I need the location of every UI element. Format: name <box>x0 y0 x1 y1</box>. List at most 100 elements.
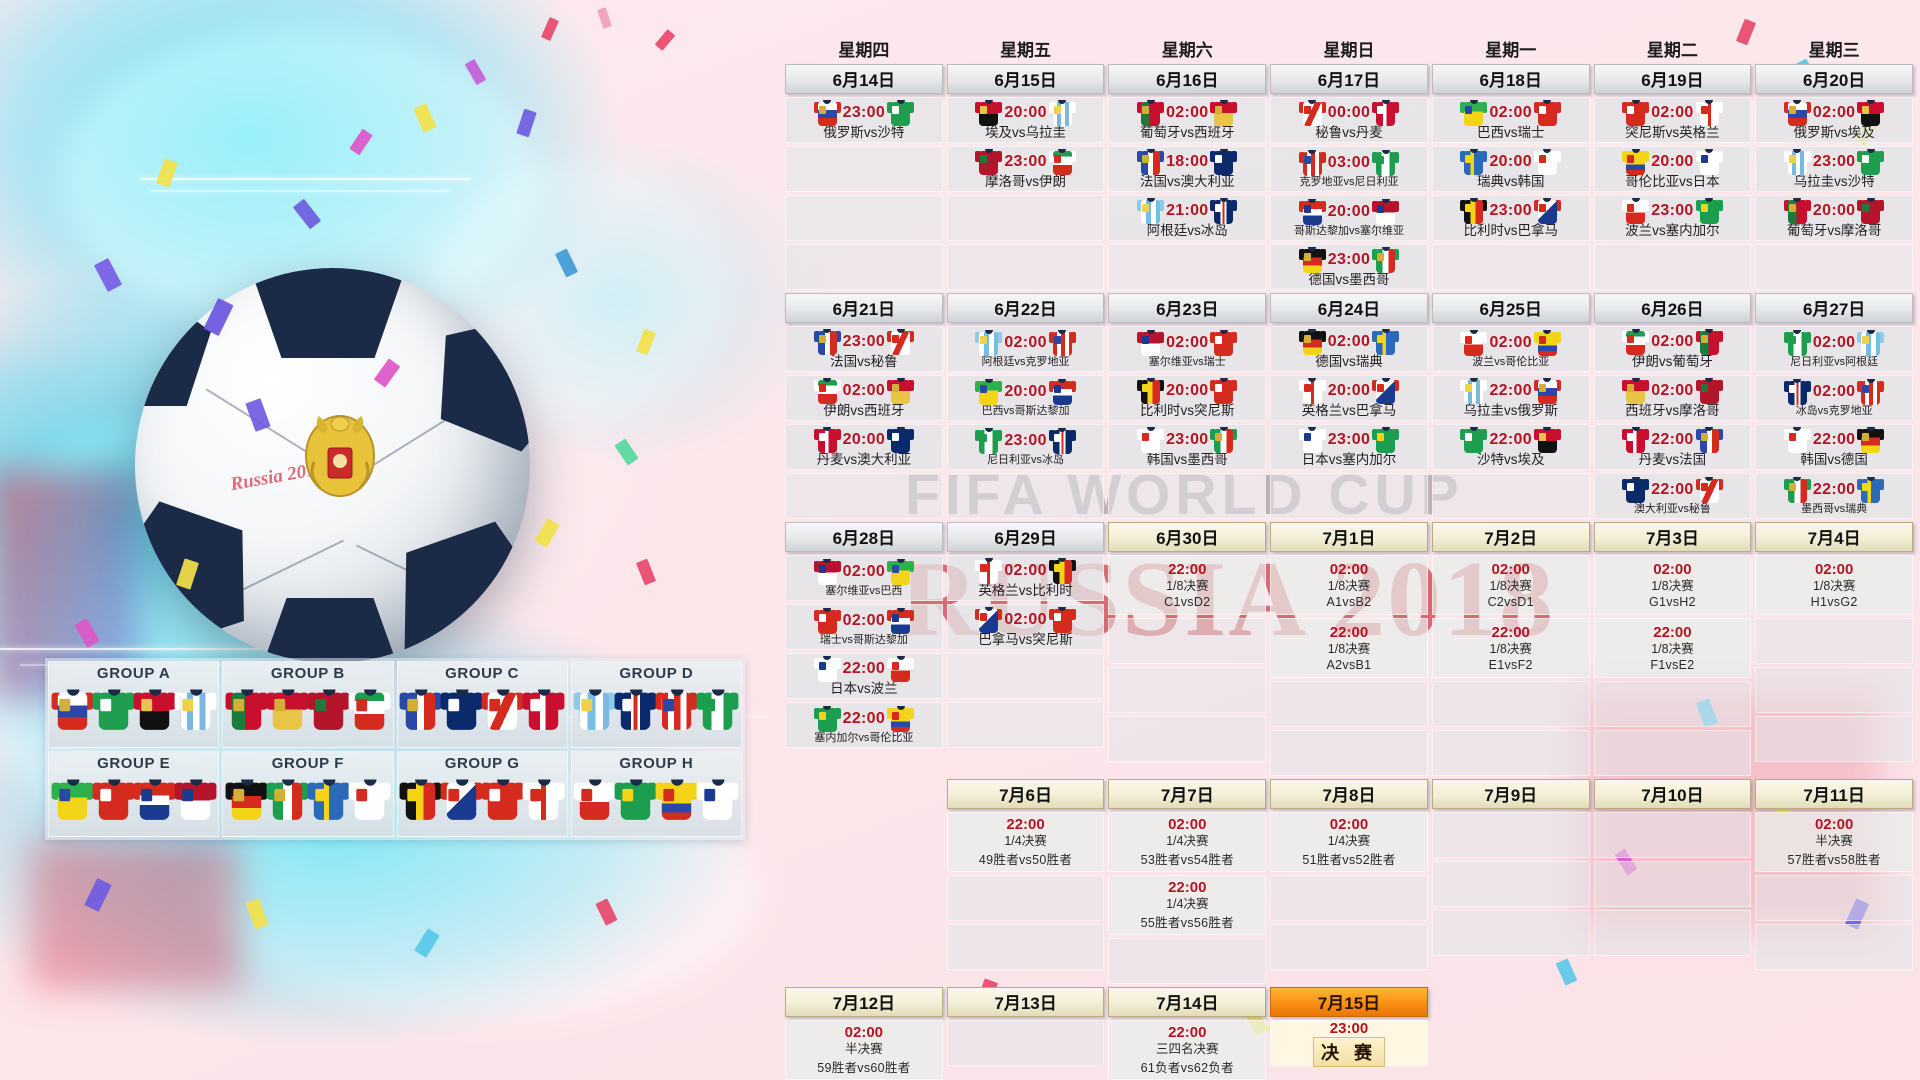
group-match-cell[interactable]: 23:00 比利时vs巴拿马 <box>1431 195 1590 241</box>
group-cell-group-d[interactable]: GROUP D <box>570 661 742 748</box>
group-match-cell[interactable]: 20:00 哥伦比亚vs日本 <box>1593 146 1752 192</box>
knockout-match-cell[interactable]: 22:00 1/8决赛 E1vsF2 <box>1431 618 1590 678</box>
group-match-cell[interactable]: 22:00 塞内加尔vs哥伦比亚 <box>785 702 943 748</box>
group-match-cell[interactable]: 22:00 日本vs波兰 <box>785 653 943 699</box>
group-match-cell[interactable]: 22:00 澳大利亚vs秘鲁 <box>1593 473 1752 519</box>
group-match-cell[interactable]: 02:00 葡萄牙vs西班牙 <box>1108 97 1267 143</box>
group-match-cell[interactable]: 02:00 冰岛vs克罗地亚 <box>1755 375 1913 421</box>
date-header[interactable]: 7月12日 <box>785 987 943 1017</box>
group-match-cell[interactable]: 02:00 伊朗vs西班牙 <box>785 375 943 421</box>
group-cell-group-b[interactable]: GROUP B <box>222 661 394 748</box>
date-header[interactable]: 7月15日 <box>1270 987 1428 1017</box>
group-match-cell[interactable]: 02:00 塞尔维亚vs瑞士 <box>1108 326 1267 372</box>
group-match-cell[interactable]: 22:00 韩国vs德国 <box>1755 424 1913 470</box>
date-header[interactable]: 7月9日 <box>1431 779 1590 809</box>
date-header[interactable]: 7月7日 <box>1108 779 1267 809</box>
date-header[interactable]: 6月19日 <box>1593 64 1752 94</box>
group-match-cell[interactable]: 02:00 瑞士vs哥斯达黎加 <box>785 604 943 650</box>
group-match-cell[interactable]: 02:00 俄罗斯vs埃及 <box>1755 97 1913 143</box>
date-header[interactable]: 7月13日 <box>946 987 1105 1017</box>
knockout-match-cell[interactable]: 22:00 1/8决赛 A2vsB1 <box>1270 618 1428 678</box>
group-match-cell[interactable]: 23:00 尼日利亚vs冰岛 <box>946 424 1105 470</box>
group-match-cell[interactable]: 23:00 摩洛哥vs伊朗 <box>946 146 1105 192</box>
date-header[interactable]: 7月4日 <box>1755 522 1913 552</box>
knockout-match-cell[interactable]: 02:00 1/8决赛 H1vsG2 <box>1755 555 1913 615</box>
date-header[interactable]: 7月1日 <box>1270 522 1428 552</box>
date-header[interactable]: 7月14日 <box>1108 987 1267 1017</box>
group-match-cell[interactable]: 20:00 丹麦vs澳大利亚 <box>785 424 943 470</box>
date-header[interactable]: 6月16日 <box>1108 64 1267 94</box>
date-header[interactable]: 6月22日 <box>946 293 1105 323</box>
group-match-cell[interactable]: 22:00 丹麦vs法国 <box>1593 424 1752 470</box>
date-header[interactable]: 6月21日 <box>785 293 943 323</box>
knockout-match-cell[interactable]: 02:00 1/8决赛 C2vsD1 <box>1431 555 1590 615</box>
date-header[interactable]: 6月14日 <box>785 64 943 94</box>
group-match-cell[interactable]: 23:00 日本vs塞内加尔 <box>1270 424 1428 470</box>
group-match-cell[interactable]: 02:00 德国vs瑞典 <box>1270 326 1428 372</box>
group-match-cell[interactable]: 02:00 巴西vs瑞士 <box>1431 97 1590 143</box>
date-header[interactable]: 6月15日 <box>946 64 1105 94</box>
group-match-cell[interactable]: 21:00 阿根廷vs冰岛 <box>1108 195 1267 241</box>
date-header[interactable]: 7月10日 <box>1593 779 1752 809</box>
group-match-cell[interactable]: 18:00 法国vs澳大利亚 <box>1108 146 1267 192</box>
group-match-cell[interactable]: 20:00 巴西vs哥斯达黎加 <box>946 375 1105 421</box>
knockout-match-cell[interactable]: 22:00 1/8决赛 F1vsE2 <box>1593 618 1752 678</box>
group-match-cell[interactable]: 00:00 秘鲁vs丹麦 <box>1270 97 1428 143</box>
group-match-cell[interactable]: 02:00 英格兰vs比利时 <box>946 555 1105 601</box>
date-header[interactable]: 7月11日 <box>1755 779 1913 809</box>
group-cell-group-c[interactable]: GROUP C <box>396 661 568 748</box>
knockout-match-cell[interactable]: 02:00 半决赛 57胜者vs58胜者 <box>1755 812 1913 872</box>
group-match-cell[interactable]: 02:00 巴拿马vs突尼斯 <box>946 604 1105 650</box>
group-cell-group-a[interactable]: GROUP A <box>48 661 220 748</box>
group-cell-group-e[interactable]: GROUP E <box>48 750 220 837</box>
group-match-cell[interactable]: 20:00 哥斯达黎加vs塞尔维亚 <box>1270 195 1428 241</box>
group-match-cell[interactable]: 23:00 德国vs墨西哥 <box>1270 244 1428 290</box>
group-match-cell[interactable]: 22:00 墨西哥vs瑞典 <box>1755 473 1913 519</box>
group-match-cell[interactable]: 20:00 瑞典vs韩国 <box>1431 146 1590 192</box>
date-header[interactable]: 7月8日 <box>1270 779 1428 809</box>
group-match-cell[interactable]: 23:00 韩国vs墨西哥 <box>1108 424 1267 470</box>
date-header[interactable]: 6月18日 <box>1431 64 1590 94</box>
date-header[interactable]: 6月27日 <box>1755 293 1913 323</box>
knockout-match-cell[interactable]: 02:00 1/4决赛 51胜者vs52胜者 <box>1270 812 1428 872</box>
group-match-cell[interactable]: 23:00 乌拉圭vs沙特 <box>1755 146 1913 192</box>
date-header[interactable]: 6月25日 <box>1431 293 1590 323</box>
group-cell-group-h[interactable]: GROUP H <box>570 750 742 837</box>
group-match-cell[interactable]: 02:00 波兰vs哥伦比亚 <box>1431 326 1590 372</box>
date-header[interactable]: 6月26日 <box>1593 293 1752 323</box>
knockout-match-cell[interactable]: 02:00 1/4决赛 53胜者vs54胜者 <box>1108 812 1267 872</box>
group-match-cell[interactable]: 22:00 乌拉圭vs俄罗斯 <box>1431 375 1590 421</box>
group-match-cell[interactable]: 22:00 沙特vs埃及 <box>1431 424 1590 470</box>
group-match-cell[interactable]: 02:00 突尼斯vs英格兰 <box>1593 97 1752 143</box>
knockout-match-cell[interactable]: 22:00 1/4决赛 49胜者vs50胜者 <box>946 812 1105 872</box>
group-match-cell[interactable]: 02:00 西班牙vs摩洛哥 <box>1593 375 1752 421</box>
knockout-match-cell[interactable]: 22:00 1/4决赛 55胜者vs56胜者 <box>1108 875 1267 935</box>
knockout-match-cell[interactable]: 02:00 半决赛 59胜者vs60胜者 <box>785 1020 943 1080</box>
group-match-cell[interactable]: 03:00 克罗地亚vs尼日利亚 <box>1270 146 1428 192</box>
knockout-match-cell[interactable]: 02:00 1/8决赛 G1vsH2 <box>1593 555 1752 615</box>
date-header[interactable]: 6月24日 <box>1270 293 1428 323</box>
knockout-match-cell[interactable]: 22:00 1/8决赛 C1vsD2 <box>1108 555 1267 615</box>
group-match-cell[interactable]: 02:00 塞尔维亚vs巴西 <box>785 555 943 601</box>
final-match-cell[interactable]: 23:00 决 赛 <box>1270 1020 1428 1067</box>
group-match-cell[interactable]: 02:00 阿根廷vs克罗地亚 <box>946 326 1105 372</box>
knockout-match-cell[interactable]: 22:00 三四名决赛 61负者vs62负者 <box>1108 1020 1267 1080</box>
date-header[interactable]: 6月20日 <box>1755 64 1913 94</box>
group-match-cell[interactable]: 23:00 俄罗斯vs沙特 <box>785 97 943 143</box>
date-header[interactable]: 7月3日 <box>1593 522 1752 552</box>
group-match-cell[interactable]: 20:00 葡萄牙vs摩洛哥 <box>1755 195 1913 241</box>
date-header[interactable]: 6月17日 <box>1270 64 1428 94</box>
group-cell-group-f[interactable]: GROUP F <box>222 750 394 837</box>
group-match-cell[interactable]: 20:00 比利时vs突尼斯 <box>1108 375 1267 421</box>
date-header[interactable]: 6月28日 <box>785 522 943 552</box>
group-match-cell[interactable]: 20:00 英格兰vs巴拿马 <box>1270 375 1428 421</box>
date-header[interactable]: 6月23日 <box>1108 293 1267 323</box>
date-header[interactable]: 7月2日 <box>1431 522 1590 552</box>
group-match-cell[interactable]: 02:00 伊朗vs葡萄牙 <box>1593 326 1752 372</box>
knockout-match-cell[interactable]: 02:00 1/8决赛 A1vsB2 <box>1270 555 1428 615</box>
date-header[interactable]: 6月29日 <box>946 522 1105 552</box>
date-header[interactable]: 6月30日 <box>1108 522 1267 552</box>
group-match-cell[interactable]: 23:00 波兰vs塞内加尔 <box>1593 195 1752 241</box>
group-match-cell[interactable]: 02:00 尼日利亚vs阿根廷 <box>1755 326 1913 372</box>
group-match-cell[interactable]: 23:00 法国vs秘鲁 <box>785 326 943 372</box>
